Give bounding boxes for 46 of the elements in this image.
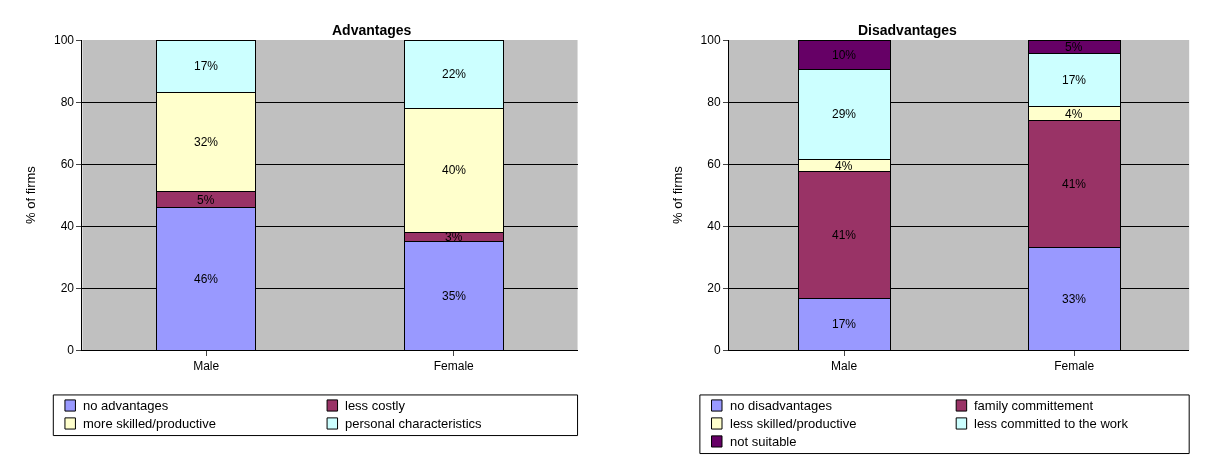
data-label: 10% [832, 48, 857, 62]
legend-label: less skilled/productive [730, 416, 857, 431]
data-label: 35% [442, 289, 467, 303]
y-tick-label: 100 [700, 33, 721, 48]
data-label: 41% [832, 228, 857, 242]
y-axis-title: % of firms [22, 165, 38, 224]
x-tick-label: Female [1054, 359, 1095, 374]
data-label: 17% [194, 59, 219, 73]
data-label: 41% [1062, 177, 1087, 191]
x-tick-label: Male [193, 359, 220, 374]
y-axis-title: % of firms [669, 165, 685, 224]
legend-label: not suitable [730, 434, 797, 449]
legend-label: no disadvantages [730, 398, 833, 413]
legend-label: personal characteristics [345, 416, 483, 431]
data-label: 5% [1065, 40, 1083, 54]
y-tick-label: 40 [707, 219, 721, 234]
data-label: 5% [197, 193, 215, 207]
data-label: 40% [442, 163, 467, 177]
y-tick-label: 80 [707, 95, 721, 110]
data-label: 17% [832, 317, 857, 331]
data-label: 33% [1062, 292, 1087, 306]
legend-label: family committement [974, 398, 1094, 413]
data-label: 17% [1062, 73, 1087, 87]
y-tick-label: 0 [713, 343, 721, 358]
chart-title: Disadvantages [858, 22, 958, 38]
y-tick-label: 60 [60, 157, 75, 172]
y-tick-label: 40 [60, 219, 75, 234]
data-label: 32% [194, 135, 219, 149]
y-tick-label: 80 [60, 95, 75, 110]
data-label: 46% [194, 272, 219, 286]
data-label: 22% [442, 67, 467, 81]
legend-label: less committed to the work [974, 416, 1129, 431]
y-tick-label: 20 [60, 281, 75, 296]
y-tick-label: 100 [53, 33, 75, 48]
data-label: 4% [835, 159, 853, 173]
y-tick-label: 60 [707, 157, 721, 172]
data-label: 29% [832, 107, 857, 121]
legend-label: less costly [345, 398, 406, 413]
x-tick-label: Female [433, 359, 475, 374]
legend-label: no advantages [83, 398, 169, 413]
data-label: 4% [1065, 107, 1083, 121]
legend-label: more skilled/productive [83, 416, 216, 431]
chart-title: Advantages [332, 22, 412, 38]
x-tick-label: Male [831, 359, 858, 374]
y-tick-label: 20 [707, 281, 721, 296]
y-tick-label: 0 [67, 343, 75, 358]
